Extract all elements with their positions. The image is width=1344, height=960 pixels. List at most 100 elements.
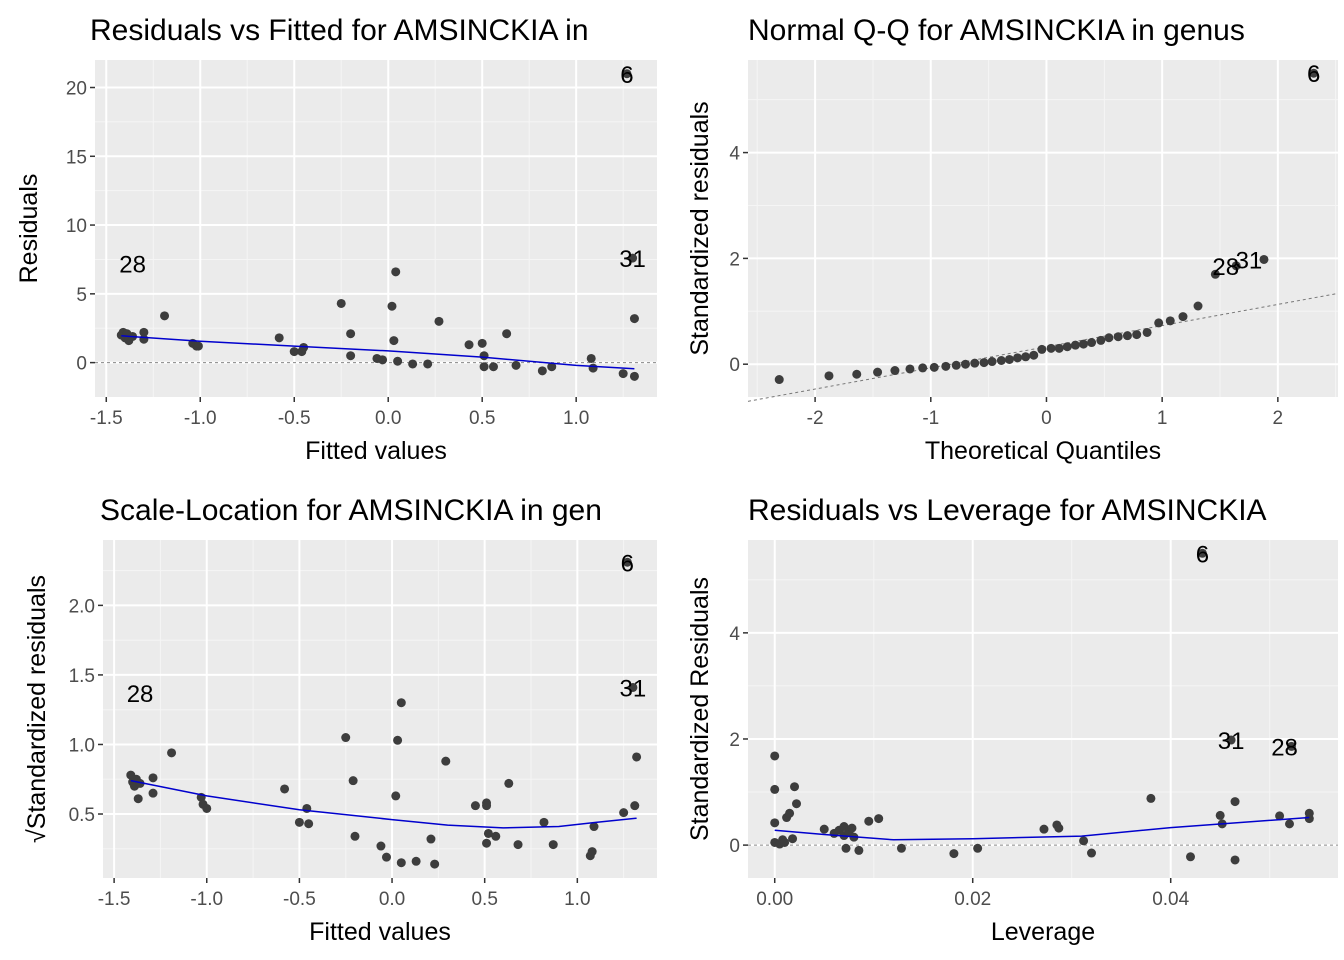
data-point xyxy=(589,822,599,832)
data-point xyxy=(792,799,802,809)
x-axis-title: Fitted values xyxy=(309,918,451,946)
y-tick-label: 1.0 xyxy=(69,735,95,756)
data-point xyxy=(426,834,436,844)
point-label: 6 xyxy=(1196,541,1209,568)
data-point xyxy=(393,356,403,366)
x-tick-label: 0.04 xyxy=(1152,889,1189,910)
data-point xyxy=(586,353,596,363)
data-point xyxy=(139,327,149,337)
data-point xyxy=(396,698,406,708)
data-point xyxy=(1037,344,1047,354)
x-tick-label: -0.5 xyxy=(283,889,316,910)
data-point xyxy=(588,363,598,373)
y-tick-label: 2 xyxy=(729,249,740,270)
data-point xyxy=(539,817,549,827)
data-point xyxy=(274,333,284,343)
data-point xyxy=(628,682,638,692)
data-point xyxy=(1142,327,1152,337)
data-point xyxy=(1070,340,1080,350)
data-point xyxy=(770,818,780,828)
x-axis-title: Theoretical Quantiles xyxy=(925,437,1161,465)
data-point xyxy=(336,298,346,308)
smooth-line xyxy=(130,779,637,829)
data-point xyxy=(477,338,487,348)
data-point xyxy=(622,69,632,79)
point-label: 6 xyxy=(621,550,634,577)
data-point xyxy=(504,778,514,788)
plot-panel-1: -1.5 -1.0 -0.5 0.0 0.5 1.0 0 5 10 15 20 6 31 28 Residu… xyxy=(15,14,657,465)
data-point xyxy=(770,784,780,794)
data-point xyxy=(389,336,399,346)
point-label: 31 xyxy=(620,675,647,702)
data-point xyxy=(346,351,356,361)
data-point xyxy=(819,824,829,834)
data-point xyxy=(949,849,959,859)
data-point xyxy=(629,314,639,324)
x-tick-label: 0.0 xyxy=(375,408,401,429)
data-point xyxy=(1078,339,1088,349)
data-point xyxy=(479,351,489,361)
data-point xyxy=(391,267,401,277)
panel-background xyxy=(103,540,657,878)
data-point xyxy=(905,364,915,374)
x-tick-label: -2 xyxy=(807,408,824,429)
panel-background xyxy=(748,540,1338,878)
data-point xyxy=(841,843,851,853)
data-point xyxy=(987,357,997,367)
point-label: 6 xyxy=(620,62,633,89)
data-point xyxy=(408,359,418,369)
data-point xyxy=(1013,353,1023,363)
data-point xyxy=(1275,811,1285,821)
data-point xyxy=(960,359,970,369)
data-point xyxy=(160,311,170,321)
data-point xyxy=(780,837,790,847)
data-point xyxy=(423,359,433,369)
data-point xyxy=(483,828,493,838)
data-point xyxy=(1309,68,1319,78)
plot-title: Normal Q-Q for AMSINCKIA in genus xyxy=(748,14,1245,47)
data-point xyxy=(788,834,798,844)
data-point xyxy=(148,773,158,783)
data-point xyxy=(470,801,480,811)
data-point xyxy=(513,840,523,850)
data-point xyxy=(770,751,780,761)
data-point xyxy=(1096,335,1106,345)
panel-background xyxy=(95,60,657,397)
x-tick-label: 0.5 xyxy=(469,408,495,429)
data-point xyxy=(1029,350,1039,360)
data-point xyxy=(785,808,795,818)
data-point xyxy=(488,362,498,372)
data-point xyxy=(376,841,386,851)
x-tick-label: 0.5 xyxy=(471,889,497,910)
data-point xyxy=(1215,810,1225,820)
data-point xyxy=(202,803,212,813)
point-label: 31 xyxy=(1236,247,1263,274)
data-point xyxy=(951,360,961,370)
data-point xyxy=(1087,848,1097,858)
y-tick-label: 15 xyxy=(66,147,87,168)
data-point xyxy=(135,778,145,788)
data-point xyxy=(434,316,444,326)
x-tick-label: 1.0 xyxy=(563,408,589,429)
plot-title: Scale-Location for AMSINCKIA in gen xyxy=(100,494,602,527)
y-tick-label: 0 xyxy=(729,836,740,857)
plot-title: Residuals vs Fitted for AMSINCKIA in xyxy=(90,14,589,47)
data-point xyxy=(341,733,351,743)
data-point xyxy=(547,362,557,372)
data-point xyxy=(1046,343,1056,353)
data-point xyxy=(193,341,203,351)
data-point xyxy=(996,355,1006,365)
x-tick-label: -1.0 xyxy=(184,408,217,429)
data-point xyxy=(548,840,558,850)
data-point xyxy=(482,838,492,848)
data-point xyxy=(973,843,983,853)
data-point xyxy=(874,814,884,824)
data-point xyxy=(1197,548,1207,558)
y-tick-label: 2 xyxy=(729,730,740,751)
y-tick-label: 5 xyxy=(76,285,87,306)
x-tick-label: 1.0 xyxy=(564,889,590,910)
data-point xyxy=(1146,793,1156,803)
data-point xyxy=(1122,331,1132,341)
data-point xyxy=(587,847,597,857)
